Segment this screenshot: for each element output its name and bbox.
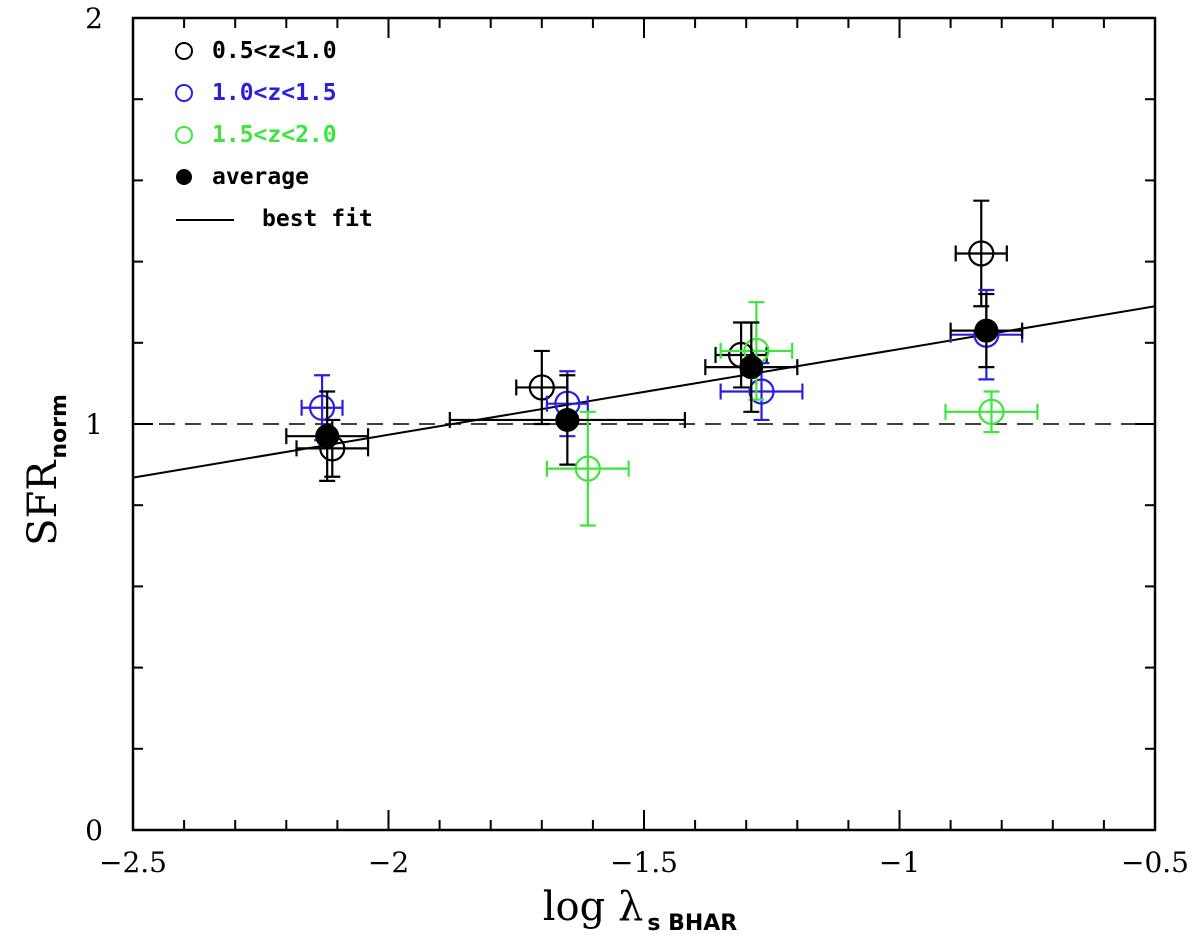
- data-point: [448, 374, 686, 466]
- legend-label: average: [212, 164, 309, 190]
- y-axis-title: SFRnorm: [20, 394, 72, 546]
- point-marker-filled: [739, 355, 764, 380]
- legend-entry: best fit: [176, 206, 373, 232]
- data-point: [295, 418, 370, 478]
- series-1: [300, 288, 1024, 442]
- y-tick-label: 1: [85, 408, 103, 441]
- legend-entry: 1.5<z<2.0: [175, 122, 337, 148]
- x-tick-label: −0.5: [1121, 846, 1189, 879]
- x-axis-title-main: log λ: [543, 884, 644, 930]
- data-points: [285, 199, 1039, 527]
- best-fit-line: [132, 305, 1156, 479]
- data-point: [719, 362, 804, 422]
- data-point: [285, 390, 370, 482]
- minor-ticks: [132, 17, 1156, 831]
- data-point: [704, 321, 799, 413]
- point-marker-filled: [974, 318, 999, 343]
- data-point: [944, 390, 1039, 434]
- tick-labels: −2.5 −2 −1.5 −1 −0.5 0 1 2: [85, 2, 1189, 879]
- y-tick-label: 2: [85, 2, 103, 35]
- point-marker-open: [968, 240, 995, 267]
- legend-label: 0.5<z<1.0: [212, 38, 337, 64]
- point-marker-open: [308, 394, 336, 421]
- data-point: [949, 292, 1024, 369]
- legend-entry: 0.5<z<1.0: [175, 38, 337, 64]
- x-tick-label: −1: [879, 846, 920, 879]
- point-marker-open: [748, 378, 775, 405]
- y-axis-title-main: SFR: [20, 459, 66, 546]
- legend-filled-circle: [176, 169, 192, 185]
- data-point: [719, 301, 794, 401]
- x-tick-label: −2.5: [99, 846, 167, 879]
- point-marker-filled: [555, 407, 580, 432]
- x-tick-label: −2: [368, 846, 409, 879]
- data-point: [545, 410, 630, 527]
- legend: 0.5<z<1.0 1.0<z<1.5 1.5<z<2.0 average best f…: [175, 38, 373, 232]
- point-marker-open: [978, 398, 1005, 425]
- legend-open-circle: [175, 84, 193, 102]
- point-marker-open: [574, 455, 601, 482]
- y-tick-label: 0: [85, 814, 103, 847]
- legend-open-circle: [175, 126, 193, 144]
- legend-entry: average: [176, 164, 309, 190]
- point-marker-open: [528, 374, 555, 401]
- legend-label: 1.0<z<1.5: [212, 80, 337, 106]
- x-axis-title-sub: s BHAR: [647, 911, 737, 936]
- data-point: [954, 199, 1008, 308]
- series-3: [285, 292, 1024, 482]
- legend-label: 1.5<z<2.0: [212, 122, 337, 148]
- legend-open-circle: [175, 42, 193, 60]
- legend-label: best fit: [262, 206, 373, 232]
- series-2: [545, 301, 1039, 527]
- series-0: [295, 199, 1008, 478]
- point-marker-filled: [315, 424, 340, 449]
- y-axis-title-sub: norm: [47, 394, 72, 459]
- x-tick-label: −1.5: [610, 846, 678, 879]
- legend-entry: 1.0<z<1.5: [175, 80, 337, 106]
